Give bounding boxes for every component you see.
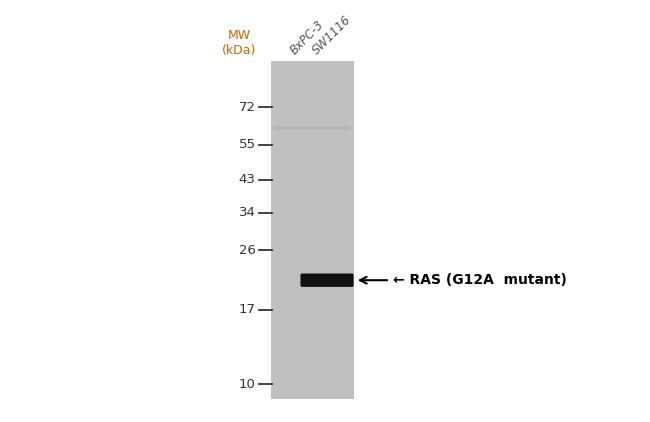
Bar [274,126,350,130]
Text: 43: 43 [239,173,255,186]
Text: 10: 10 [239,378,255,391]
Text: ← RAS (G12A  mutant): ← RAS (G12A mutant) [393,273,567,287]
Text: MW
(kDa): MW (kDa) [222,29,256,57]
Text: 17: 17 [239,303,255,316]
Text: 26: 26 [239,244,255,257]
Text: SW1116: SW1116 [309,13,354,57]
Text: 55: 55 [239,138,255,151]
FancyBboxPatch shape [300,273,354,287]
Text: 72: 72 [239,100,255,114]
Text: 34: 34 [239,206,255,219]
FancyBboxPatch shape [271,61,354,399]
Text: BxPC-3: BxPC-3 [287,18,326,57]
